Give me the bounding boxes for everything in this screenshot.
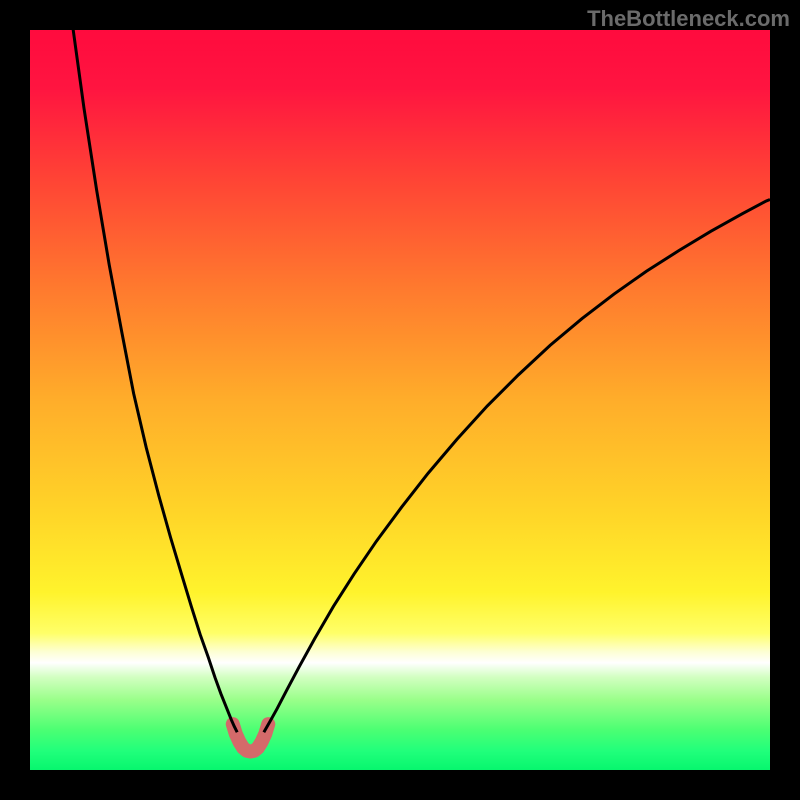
figure-root: TheBottleneck.com bbox=[0, 0, 800, 800]
bottleneck-chart bbox=[0, 0, 800, 800]
plot-background bbox=[30, 30, 770, 770]
